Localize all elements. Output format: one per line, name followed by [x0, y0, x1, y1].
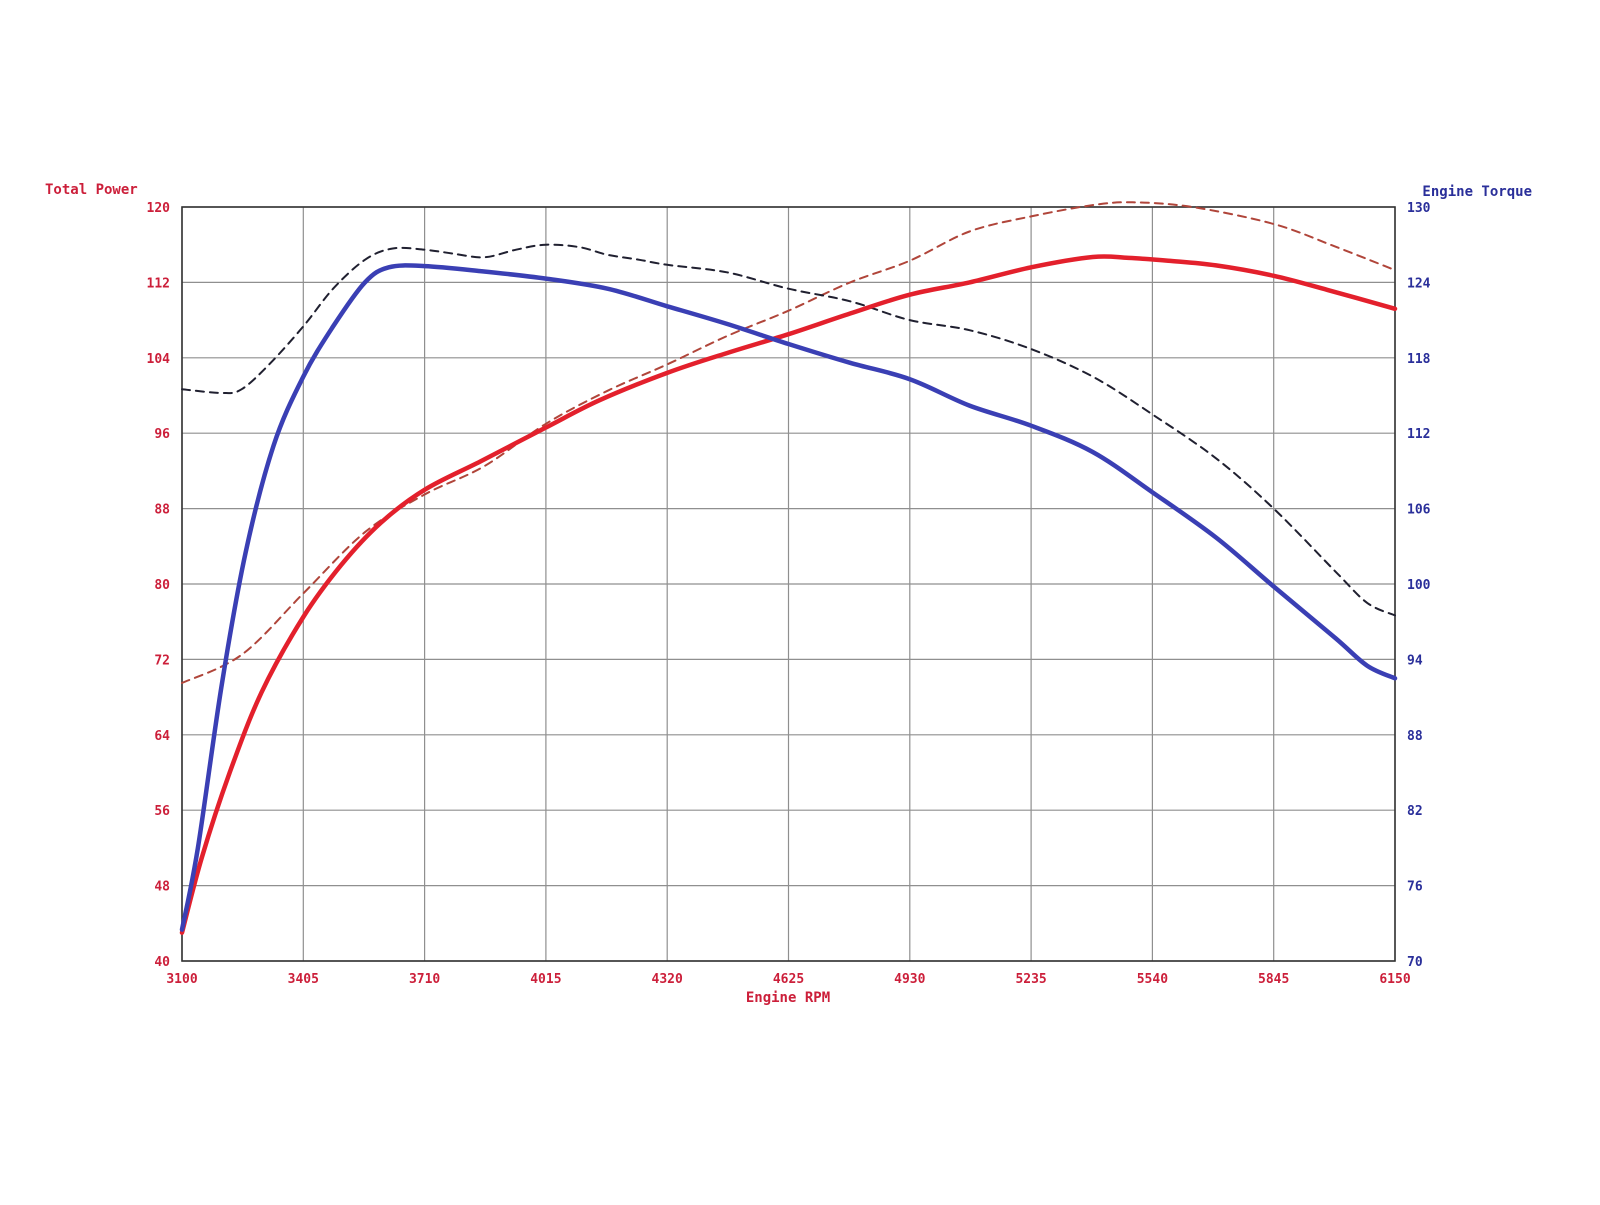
x-tick-label: 3405 — [288, 972, 319, 987]
left-tick-label: 88 — [154, 503, 170, 518]
x-axis-title: Engine RPM — [746, 990, 830, 1006]
power-curve — [179, 254, 1398, 935]
right-tick-label: 130 — [1407, 201, 1431, 216]
left-tick-label: 72 — [154, 653, 170, 668]
left-tick-label: 112 — [147, 276, 170, 291]
series-lines — [179, 201, 1398, 935]
left-axis-title: Total Power — [45, 182, 138, 198]
x-tick-label: 3710 — [409, 972, 440, 987]
right-tick-label: 94 — [1407, 653, 1423, 668]
x-tick-label: 3100 — [166, 972, 197, 987]
left-tick-label: 40 — [154, 955, 170, 970]
power-curve-dashed — [181, 201, 1396, 684]
torque-curve — [179, 263, 1398, 932]
x-tick-label: 4625 — [773, 972, 804, 987]
left-tick-label: 104 — [147, 352, 171, 367]
right-tick-label: 118 — [1407, 352, 1431, 367]
right-tick-label: 88 — [1407, 729, 1423, 744]
x-tick-label: 4015 — [530, 972, 561, 987]
x-tick-label: 5845 — [1258, 972, 1289, 987]
right-tick-label: 100 — [1407, 578, 1431, 593]
left-tick-label: 48 — [154, 880, 170, 895]
right-tick-label: 76 — [1407, 880, 1423, 895]
grid — [181, 206, 1396, 962]
left-tick-label: 64 — [154, 729, 170, 744]
left-tick-label: 96 — [154, 427, 170, 442]
right-axis-title: Engine Torque — [1422, 184, 1532, 200]
right-tick-label: 124 — [1407, 276, 1431, 291]
x-tick-label: 5540 — [1137, 972, 1168, 987]
right-tick-label: 106 — [1407, 503, 1431, 518]
plot-frame — [181, 206, 1396, 962]
right-tick-label: 82 — [1407, 804, 1423, 819]
x-tick-label: 4320 — [652, 972, 683, 987]
right-tick-label: 112 — [1407, 427, 1430, 442]
left-tick-label: 80 — [154, 578, 170, 593]
torque-curve-dashed — [181, 243, 1396, 617]
x-tick-label: 6150 — [1379, 972, 1410, 987]
x-axis-ticks: 3100 3405 3710 4015 4320 4625 4930 5235 5540 5845… — [166, 972, 1410, 987]
left-tick-label: 120 — [147, 201, 171, 216]
left-axis-ticks: 40 48 56 64 72 80 88 96 104 112 120 — [147, 201, 171, 970]
right-tick-label: 70 — [1407, 955, 1423, 970]
right-axis-ticks: 70 76 82 88 94 100 106 112 118 124 130 — [1407, 201, 1431, 970]
x-tick-label: 4930 — [894, 972, 925, 987]
left-tick-label: 56 — [154, 804, 170, 819]
x-tick-label: 5235 — [1015, 972, 1046, 987]
